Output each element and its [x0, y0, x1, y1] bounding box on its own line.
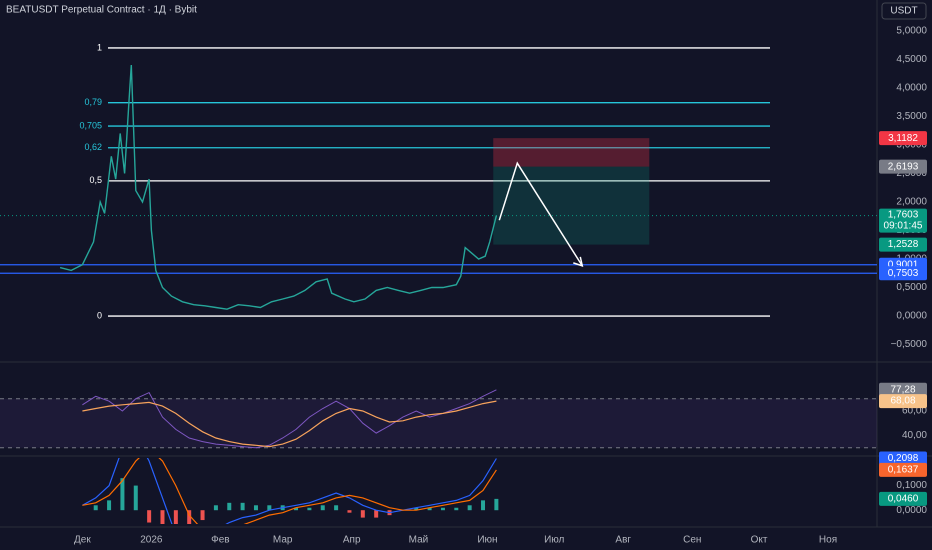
y-tick-label: 3,5000: [896, 111, 927, 122]
y-tick-label: 0,0000: [896, 505, 927, 516]
rsi-tag: [879, 394, 927, 409]
rsi-tag-text: 68,08: [890, 396, 915, 407]
fib-label: 0,79: [84, 97, 102, 107]
macd-tag-text: 0,0460: [888, 494, 919, 505]
y-tick-label: 0,5000: [896, 282, 927, 293]
rsi-line: [82, 389, 497, 449]
countdown: 09:01:45: [884, 220, 923, 231]
price-tag: [879, 237, 927, 252]
macd-histogram-bar: [107, 500, 112, 511]
price-tag: [879, 131, 927, 146]
macd-tag-text: 0,1637: [888, 465, 919, 476]
currency-button[interactable]: [881, 2, 927, 20]
level-tag-text: 0,9001: [888, 259, 919, 270]
price-line: [59, 64, 498, 310]
macd-histogram-bar: [213, 505, 218, 511]
price-tag-text: 2,6193: [888, 161, 919, 172]
x-tick-label: Дек: [74, 535, 91, 546]
y-tick-label: −0,5000: [891, 339, 928, 350]
fib-label: 1: [97, 42, 102, 52]
projection-arrow: [498, 161, 583, 267]
stop-zone: [493, 138, 650, 167]
y-tick-label: 2,0000: [896, 197, 927, 208]
macd-histogram-bar: [200, 510, 205, 521]
x-tick-label: Фев: [211, 535, 229, 546]
x-tick-label: Мар: [273, 535, 293, 546]
macd-tag: [879, 462, 927, 477]
macd-histogram-bar: [427, 507, 432, 511]
macd-histogram-bar: [494, 498, 499, 511]
price-tag-text: 3,1182: [888, 133, 918, 144]
arrow-head: [573, 256, 584, 267]
macd-histogram-bar: [93, 505, 98, 511]
macd-histogram-bar: [253, 505, 258, 511]
x-tick-label: Ноя: [819, 535, 837, 546]
price-tag: [879, 159, 927, 174]
macd-histogram-bar: [307, 507, 312, 511]
macd-histogram-bar: [160, 510, 165, 524]
macd-histogram-bar: [227, 502, 232, 511]
signal-line: [82, 458, 497, 524]
level-tag-text: 0,7503: [888, 268, 919, 279]
macd-histogram-bar: [454, 507, 459, 511]
macd-histogram-bar: [347, 510, 352, 513]
fib-label: 0,62: [84, 142, 102, 152]
x-tick-label: 2026: [140, 535, 163, 546]
level-tag: [879, 266, 927, 281]
y-tick-label: 4,5000: [896, 54, 927, 65]
y-tick-label: 4,0000: [896, 83, 927, 94]
currency-label[interactable]: USDT: [890, 6, 917, 17]
macd-histogram-bar: [147, 510, 152, 523]
fib-label: 0: [97, 310, 102, 320]
x-tick-label: Окт: [751, 535, 768, 546]
y-tick-label: 0,0000: [896, 311, 927, 322]
macd-tag-text: 0,2098: [888, 453, 919, 464]
macd-tag: [879, 451, 927, 466]
chart-title: BEATUSDT Perpetual Contract · 1Д · Bybit: [6, 5, 197, 16]
macd-histogram-bar: [133, 485, 138, 511]
macd-histogram-bar: [440, 507, 445, 511]
fib-label: 0,5: [89, 175, 102, 185]
macd-histogram-bar: [120, 478, 125, 511]
macd-histogram-bar: [467, 505, 472, 511]
rsi-tag: [879, 382, 927, 397]
rsi-band: [0, 398, 877, 448]
macd-histogram-bar: [267, 505, 272, 511]
x-tick-label: Апр: [343, 535, 361, 546]
y-tick-label: 0,1000: [896, 480, 927, 491]
macd-histogram-bar: [320, 505, 325, 511]
y-tick-label: 60,00: [902, 406, 927, 417]
y-tick-label: 40,00: [902, 430, 927, 441]
macd-histogram-bar: [187, 510, 192, 524]
x-tick-label: Сен: [683, 535, 701, 546]
x-tick-label: Май: [409, 535, 429, 546]
price-tag-text: 1,2528: [888, 239, 919, 250]
macd-line: [82, 458, 497, 524]
macd-histogram-bar: [334, 505, 339, 511]
macd-tag: [879, 491, 927, 506]
macd-histogram-bar: [414, 507, 419, 511]
x-tick-label: Июн: [477, 535, 497, 546]
macd-histogram-bar: [173, 510, 178, 524]
y-tick-label: 5,0000: [896, 25, 927, 36]
target-zone: [493, 166, 650, 245]
price-tag: [879, 208, 927, 233]
macd-histogram-bar: [374, 510, 379, 518]
fib-label: 0,705: [79, 120, 102, 130]
rsi-ma-line: [82, 400, 497, 448]
rsi-tag-text: 77,28: [890, 384, 915, 395]
price-tag-text: 1,7603: [888, 209, 919, 220]
macd-histogram-bar: [481, 500, 486, 511]
x-tick-label: Авг: [615, 535, 631, 546]
macd-histogram-bar: [294, 507, 299, 511]
x-tick-label: Июл: [544, 535, 564, 546]
macd-histogram-bar: [240, 502, 245, 511]
macd-histogram-bar: [360, 510, 365, 518]
